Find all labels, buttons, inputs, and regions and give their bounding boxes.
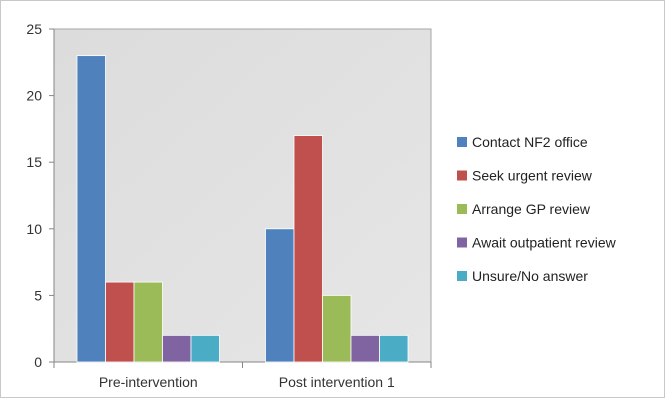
y-tick-label: 5 (34, 287, 42, 303)
bar-await-outpatient-review (162, 334, 192, 363)
legend-label: Arrange GP review (472, 201, 591, 217)
bar-await-outpatient-review (350, 334, 380, 363)
legend: Contact NF2 office Seek urgent review Arra… (457, 134, 617, 284)
y-tick-label: 10 (26, 221, 42, 237)
y-tick-label: 0 (34, 354, 42, 370)
legend-swatch (457, 204, 467, 214)
bar-unsure-no-answer (190, 334, 220, 363)
y-tick-label: 25 (26, 21, 42, 37)
x-axis: Pre-intervention Post intervention 1 (53, 361, 432, 390)
legend-swatch (457, 170, 467, 181)
legend-label: Await outpatient review (472, 235, 617, 251)
bar-contact-nf2-office (265, 228, 295, 363)
legend-swatch (457, 237, 467, 248)
bar-contact-nf2-office (76, 55, 106, 363)
bars (76, 55, 409, 363)
x-tick-label: Post intervention 1 (279, 374, 395, 390)
bar-unsure-no-answer (379, 334, 409, 363)
legend-label: Contact NF2 office (472, 134, 588, 150)
x-tick-label: Pre-intervention (99, 374, 198, 390)
legend-swatch (457, 271, 467, 281)
y-axis: 0 5 10 15 20 25 (26, 21, 55, 370)
bar-arrange-gp-review (322, 294, 352, 363)
legend-label: Unsure/No answer (472, 268, 588, 284)
bar-seek-urgent-review (293, 135, 323, 363)
legend-label: Seek urgent review (472, 168, 593, 184)
y-tick-label: 15 (26, 154, 42, 170)
bar-seek-urgent-review (105, 281, 135, 363)
y-tick-label: 20 (26, 88, 42, 104)
bar-arrange-gp-review (133, 281, 163, 363)
legend-swatch (457, 137, 467, 147)
